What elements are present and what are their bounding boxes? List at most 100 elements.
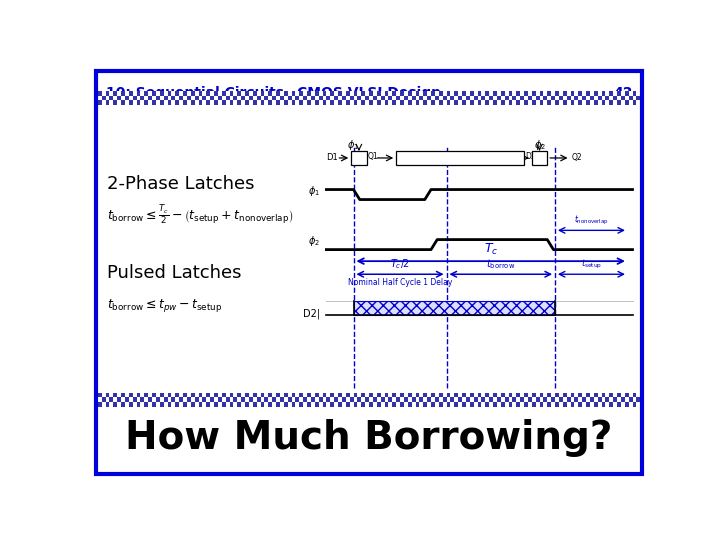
Bar: [319, 96, 323, 100]
Bar: [590, 91, 594, 96]
Bar: [388, 96, 392, 100]
Bar: [280, 393, 284, 397]
Bar: [303, 393, 307, 397]
Bar: [106, 393, 109, 397]
Bar: [469, 96, 474, 100]
Bar: [214, 402, 218, 407]
Bar: [168, 100, 171, 105]
Bar: [412, 393, 415, 397]
Bar: [292, 96, 295, 100]
Bar: [625, 402, 629, 407]
Bar: [179, 96, 183, 100]
Bar: [202, 402, 206, 407]
Bar: [462, 96, 466, 100]
Bar: [241, 402, 245, 407]
Bar: [632, 96, 636, 100]
Bar: [544, 402, 547, 407]
Bar: [629, 402, 632, 407]
Bar: [350, 397, 354, 402]
Bar: [249, 100, 253, 105]
Bar: [269, 397, 272, 402]
Bar: [384, 91, 388, 96]
Bar: [477, 397, 482, 402]
Bar: [323, 91, 326, 96]
Bar: [106, 96, 109, 100]
Bar: [230, 393, 233, 397]
Bar: [222, 100, 225, 105]
Bar: [175, 393, 179, 397]
Bar: [249, 402, 253, 407]
Bar: [415, 96, 419, 100]
Bar: [469, 402, 474, 407]
Bar: [532, 402, 536, 407]
Bar: [606, 393, 609, 397]
Bar: [500, 397, 505, 402]
Bar: [350, 96, 354, 100]
Bar: [493, 397, 497, 402]
Bar: [570, 393, 575, 397]
Bar: [497, 402, 500, 407]
Bar: [505, 91, 508, 96]
Bar: [272, 397, 276, 402]
Bar: [326, 91, 330, 96]
Bar: [218, 402, 222, 407]
Bar: [617, 96, 621, 100]
Bar: [625, 91, 629, 96]
Bar: [261, 397, 264, 402]
Bar: [636, 100, 640, 105]
Bar: [365, 100, 369, 105]
Bar: [462, 393, 466, 397]
Bar: [482, 91, 485, 96]
Bar: [590, 96, 594, 100]
Bar: [264, 96, 269, 100]
Bar: [598, 393, 601, 397]
Bar: [636, 397, 640, 402]
Bar: [601, 393, 606, 397]
Bar: [137, 397, 140, 402]
Bar: [443, 402, 446, 407]
Bar: [202, 96, 206, 100]
Bar: [578, 393, 582, 397]
Bar: [113, 100, 117, 105]
Bar: [520, 393, 524, 397]
Bar: [187, 393, 191, 397]
Bar: [469, 397, 474, 402]
Bar: [199, 91, 202, 96]
Bar: [555, 402, 559, 407]
Bar: [500, 402, 505, 407]
Bar: [346, 96, 350, 100]
Bar: [106, 402, 109, 407]
Bar: [497, 393, 500, 397]
Bar: [458, 91, 462, 96]
Bar: [493, 96, 497, 100]
Bar: [137, 96, 140, 100]
Bar: [404, 402, 408, 407]
Bar: [516, 96, 520, 100]
Bar: [466, 91, 469, 96]
Bar: [505, 96, 508, 100]
Bar: [334, 402, 338, 407]
Bar: [187, 402, 191, 407]
Bar: [536, 100, 539, 105]
Bar: [505, 100, 508, 105]
Bar: [369, 96, 373, 100]
Bar: [555, 96, 559, 100]
Bar: [156, 402, 160, 407]
Bar: [563, 100, 567, 105]
Bar: [443, 96, 446, 100]
Bar: [326, 393, 330, 397]
Bar: [594, 402, 598, 407]
Bar: [199, 100, 202, 105]
Bar: [225, 91, 230, 96]
Bar: [357, 397, 361, 402]
Bar: [381, 402, 384, 407]
Bar: [381, 96, 384, 100]
Bar: [357, 402, 361, 407]
Bar: [287, 96, 292, 100]
Bar: [528, 393, 532, 397]
Bar: [586, 393, 590, 397]
Bar: [373, 402, 377, 407]
Bar: [544, 91, 547, 96]
Bar: [493, 91, 497, 96]
Bar: [183, 402, 187, 407]
